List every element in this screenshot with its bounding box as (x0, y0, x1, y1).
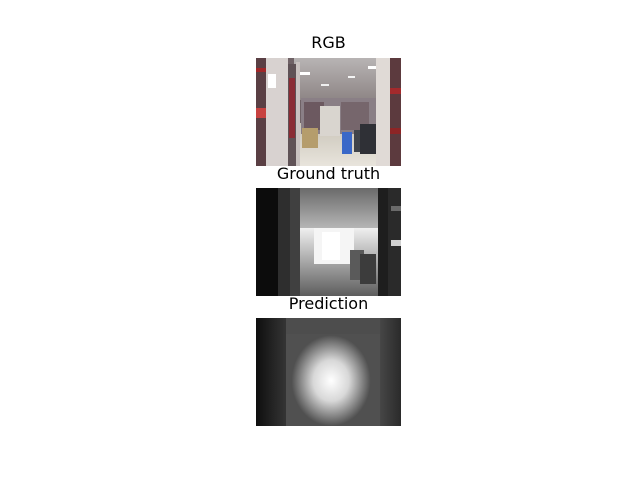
prediction-image (256, 318, 401, 426)
ground-truth-title: Ground truth (276, 164, 381, 183)
rgb-title: RGB (311, 33, 346, 52)
prediction-title: Prediction (288, 294, 369, 313)
rgb-image (256, 58, 401, 166)
ground-truth-image (256, 188, 401, 296)
